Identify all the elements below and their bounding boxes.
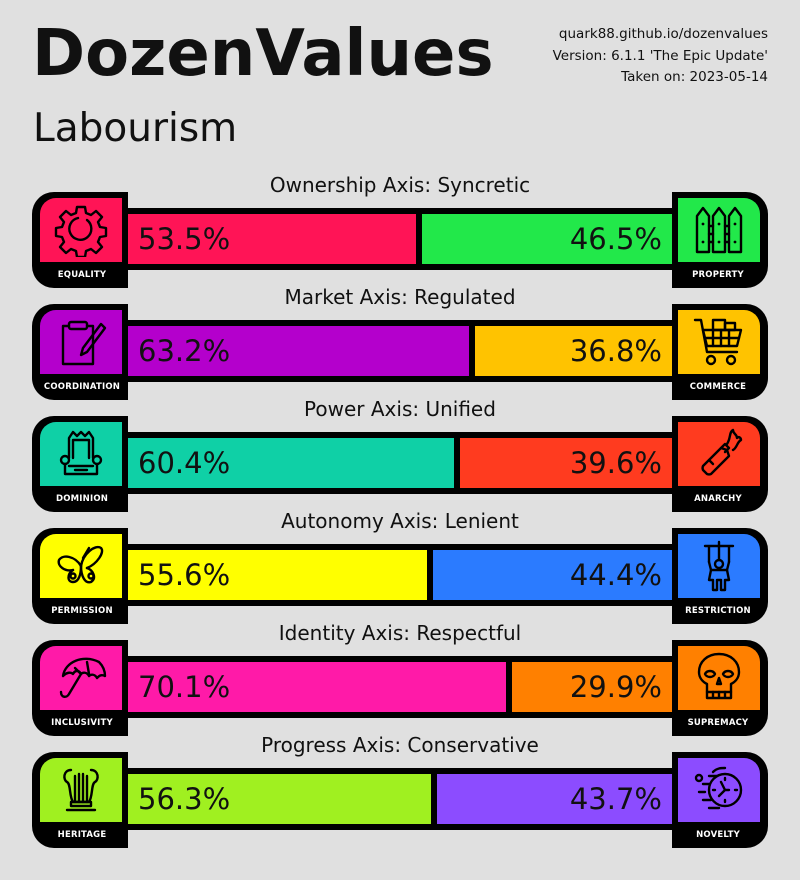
left-icon-face — [40, 646, 122, 710]
right-value-card: PROPERTY — [672, 192, 768, 288]
left-value-card: EQUALITY — [32, 192, 128, 288]
taken-date: Taken on: 2023-05-14 — [621, 69, 768, 85]
right-icon-face — [678, 198, 760, 262]
right-value-card: COMMERCE — [672, 304, 768, 400]
right-value-card: SUPREMACY — [672, 640, 768, 736]
left-segment: 60.4% — [128, 438, 454, 488]
right-value-card: NOVELTY — [672, 752, 768, 848]
right-value-card: RESTRICTION — [672, 528, 768, 624]
right-value-label: COMMERCE — [689, 382, 747, 392]
axis-row-5: Identity Axis: Respectful 70.1% 29.9% IN… — [0, 620, 800, 736]
left-icon-face — [40, 758, 122, 822]
axis-title: Identity Axis: Respectful — [278, 621, 522, 645]
axis-bar: 70.1% 29.9% — [122, 656, 678, 718]
result-meta: quark88.github.io/dozenvalues Version: 6… — [553, 24, 768, 89]
left-value-card: HERITAGE — [32, 752, 128, 848]
right-segment: 36.8% — [475, 326, 672, 376]
left-segment: 63.2% — [128, 326, 469, 376]
axis-bar: 63.2% 36.8% — [122, 320, 678, 382]
right-segment: 44.4% — [433, 550, 672, 600]
left-value-label: HERITAGE — [57, 830, 107, 840]
axis-row-6: Progress Axis: Conservative 56.3% 43.7% … — [0, 732, 800, 848]
right-icon-face — [678, 646, 760, 710]
left-value-label: INCLUSIVITY — [51, 718, 113, 728]
axis-row-3: Power Axis: Unified 60.4% 39.6% DOMINION… — [0, 396, 800, 512]
left-value-card: DOMINION — [32, 416, 128, 512]
axis-row-2: Market Axis: Regulated 63.2% 36.8% COORD… — [0, 284, 800, 400]
left-value-label: COORDINATION — [43, 382, 121, 392]
ideology-result: Labourism — [33, 106, 238, 151]
right-value-label: NOVELTY — [696, 830, 740, 840]
right-icon-face — [678, 422, 760, 486]
left-value-card: INCLUSIVITY — [32, 640, 128, 736]
axis-row-4: Autonomy Axis: Lenient 55.6% 44.4% PERMI… — [0, 508, 800, 624]
axis-title: Ownership Axis: Syncretic — [269, 173, 531, 197]
left-segment: 70.1% — [128, 662, 506, 712]
left-segment: 55.6% — [128, 550, 427, 600]
axis-title: Autonomy Axis: Lenient — [281, 509, 519, 533]
right-segment: 39.6% — [460, 438, 672, 488]
version-text: Version: 6.1.1 'The Epic Update' — [552, 47, 768, 64]
left-value-label: EQUALITY — [57, 270, 107, 280]
right-icon-face — [678, 310, 760, 374]
right-icon-face — [678, 534, 760, 598]
right-value-label: ANARCHY — [694, 494, 742, 504]
axis-title: Power Axis: Unified — [304, 397, 496, 421]
left-icon-face — [40, 310, 122, 374]
right-icon-face — [678, 758, 760, 822]
right-segment: 29.9% — [512, 662, 672, 712]
left-icon-face — [40, 422, 122, 486]
axis-bar: 60.4% 39.6% — [122, 432, 678, 494]
left-segment: 53.5% — [128, 214, 416, 264]
left-icon-face — [40, 198, 122, 262]
app-title: DozenValues — [32, 17, 494, 91]
right-value-label: SUPREMACY — [687, 718, 749, 728]
right-value-label: RESTRICTION — [685, 606, 751, 616]
left-icon-face — [40, 534, 122, 598]
left-value-label: PERMISSION — [51, 606, 113, 616]
right-value-label: PROPERTY — [692, 270, 744, 280]
axis-bar: 55.6% 44.4% — [122, 544, 678, 606]
axis-bar: 56.3% 43.7% — [122, 768, 678, 830]
axis-title: Progress Axis: Conservative — [261, 733, 539, 757]
left-segment: 56.3% — [128, 774, 431, 824]
right-value-card: ANARCHY — [672, 416, 768, 512]
site-url: quark88.github.io/dozenvalues — [558, 26, 768, 42]
axis-bar: 53.5% 46.5% — [122, 208, 678, 270]
left-value-card: COORDINATION — [32, 304, 128, 400]
right-segment: 46.5% — [422, 214, 672, 264]
left-value-card: PERMISSION — [32, 528, 128, 624]
axis-row-1: Ownership Axis: Syncretic 53.5% 46.5% EQ… — [0, 172, 800, 288]
axis-title: Market Axis: Regulated — [284, 285, 516, 309]
left-value-label: DOMINION — [55, 494, 109, 504]
right-segment: 43.7% — [437, 774, 672, 824]
